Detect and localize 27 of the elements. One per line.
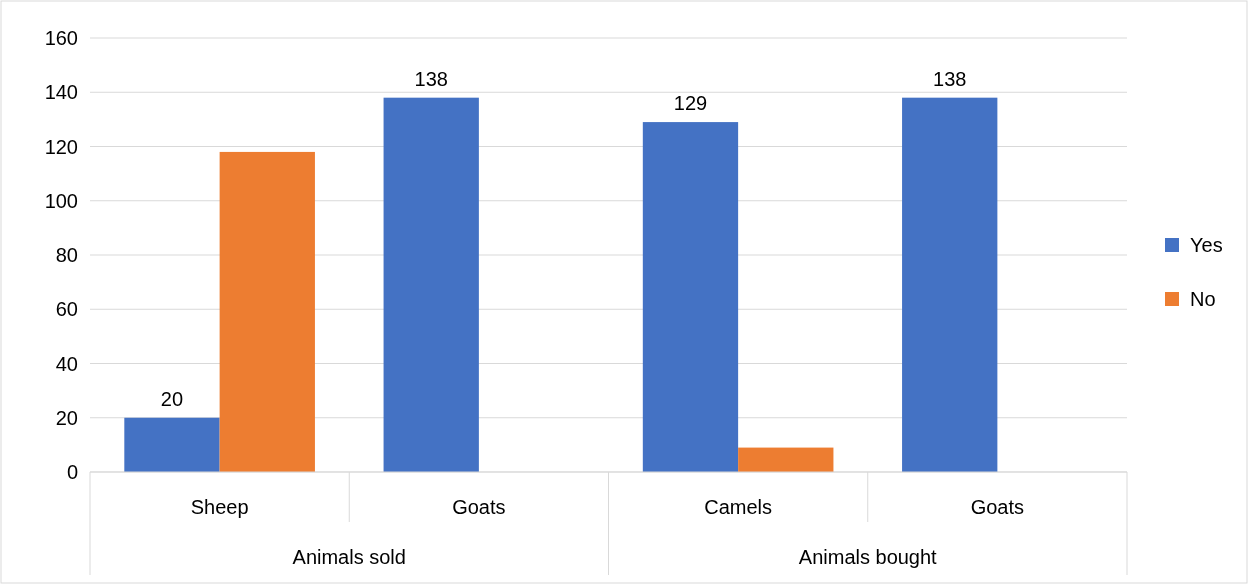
legend-label: No (1190, 288, 1216, 310)
bar (219, 151, 315, 472)
text: Animals sold (292, 546, 406, 568)
data-label: 129 (673, 92, 708, 115)
text: Animals bought (798, 546, 938, 568)
data-label: 20 (160, 387, 184, 410)
data-label: 138 (414, 67, 448, 90)
y-tick-label: 120 (44, 135, 78, 158)
bar (738, 447, 834, 472)
bar (642, 122, 739, 472)
y-tick-label: 40 (55, 352, 78, 375)
y-tick-label: 160 (44, 27, 78, 49)
x-tick-label: Camels (704, 496, 773, 518)
bar (124, 417, 220, 472)
y-tick-label: 20 (55, 406, 78, 429)
x-tick-label: Sheep (190, 496, 249, 518)
y-tick-label: 80 (55, 244, 78, 266)
y-tick-label: 0 (66, 461, 78, 483)
bar (383, 97, 479, 472)
x-tick-label: Goats (452, 496, 506, 518)
y-tick-label: 100 (44, 189, 78, 212)
data-label: 138 (933, 67, 967, 90)
y-tick-label: 140 (44, 81, 78, 104)
y-tick-label: 60 (55, 298, 78, 321)
x-tick-label: Goats (970, 496, 1025, 518)
legend-label: Yes (1190, 234, 1223, 256)
bar (902, 97, 998, 472)
